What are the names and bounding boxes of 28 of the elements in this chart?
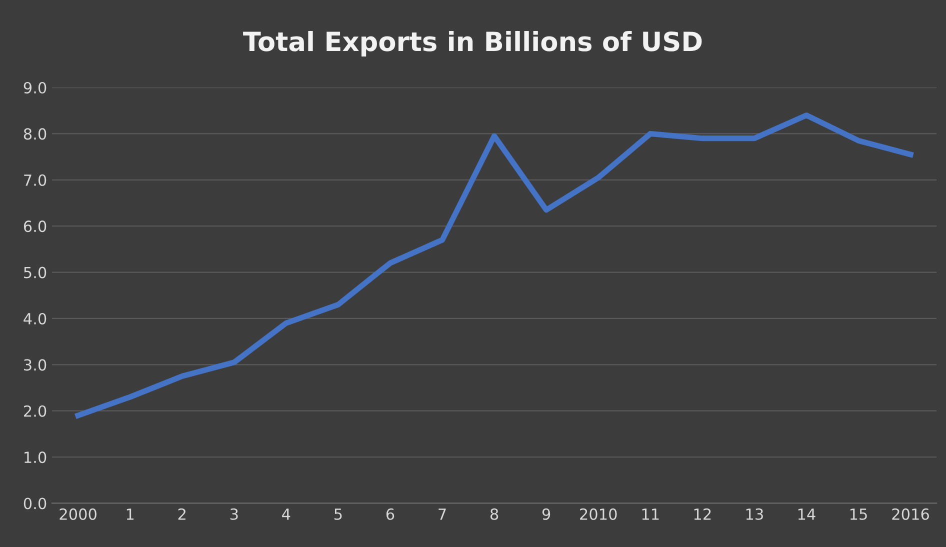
y-tick-label: 8.0: [24, 128, 46, 140]
x-tick-label: 13: [746, 508, 763, 520]
x-tick-label: 7: [438, 508, 446, 520]
x-tick-label: 1: [126, 508, 134, 520]
x-tick-label: 4: [282, 508, 290, 520]
x-tick-label: 6: [386, 508, 394, 520]
x-tick-label: 9: [542, 508, 550, 520]
x-tick-label: 2016: [892, 508, 930, 520]
x-tick-label: 3: [230, 508, 238, 520]
y-tick-label: 7.0: [24, 174, 46, 186]
x-tick-label: 8: [490, 508, 498, 520]
x-tick-label: 12: [694, 508, 711, 520]
y-tick-label: 4.0: [24, 312, 46, 324]
x-tick-label: 5: [334, 508, 342, 520]
chart-title: Total Exports in Billions of USD: [243, 30, 702, 57]
x-tick-label: 15: [850, 508, 867, 520]
x-tick-label: 2010: [580, 508, 617, 520]
y-tick-label: 1.0: [24, 452, 46, 464]
x-tick-label: 11: [642, 508, 659, 520]
y-tick-label: 5.0: [24, 266, 46, 278]
y-tick-label: 9.0: [24, 82, 46, 94]
x-tick-label: 2000: [60, 508, 96, 520]
y-tick-label: 0.0: [24, 498, 46, 510]
y-tick-label: 2.0: [24, 405, 46, 417]
y-tick-label: 3.0: [24, 359, 46, 371]
x-tick-label: 14: [798, 508, 816, 520]
x-tick-label: 2: [178, 508, 186, 520]
y-tick-label: 6.0: [24, 220, 46, 232]
